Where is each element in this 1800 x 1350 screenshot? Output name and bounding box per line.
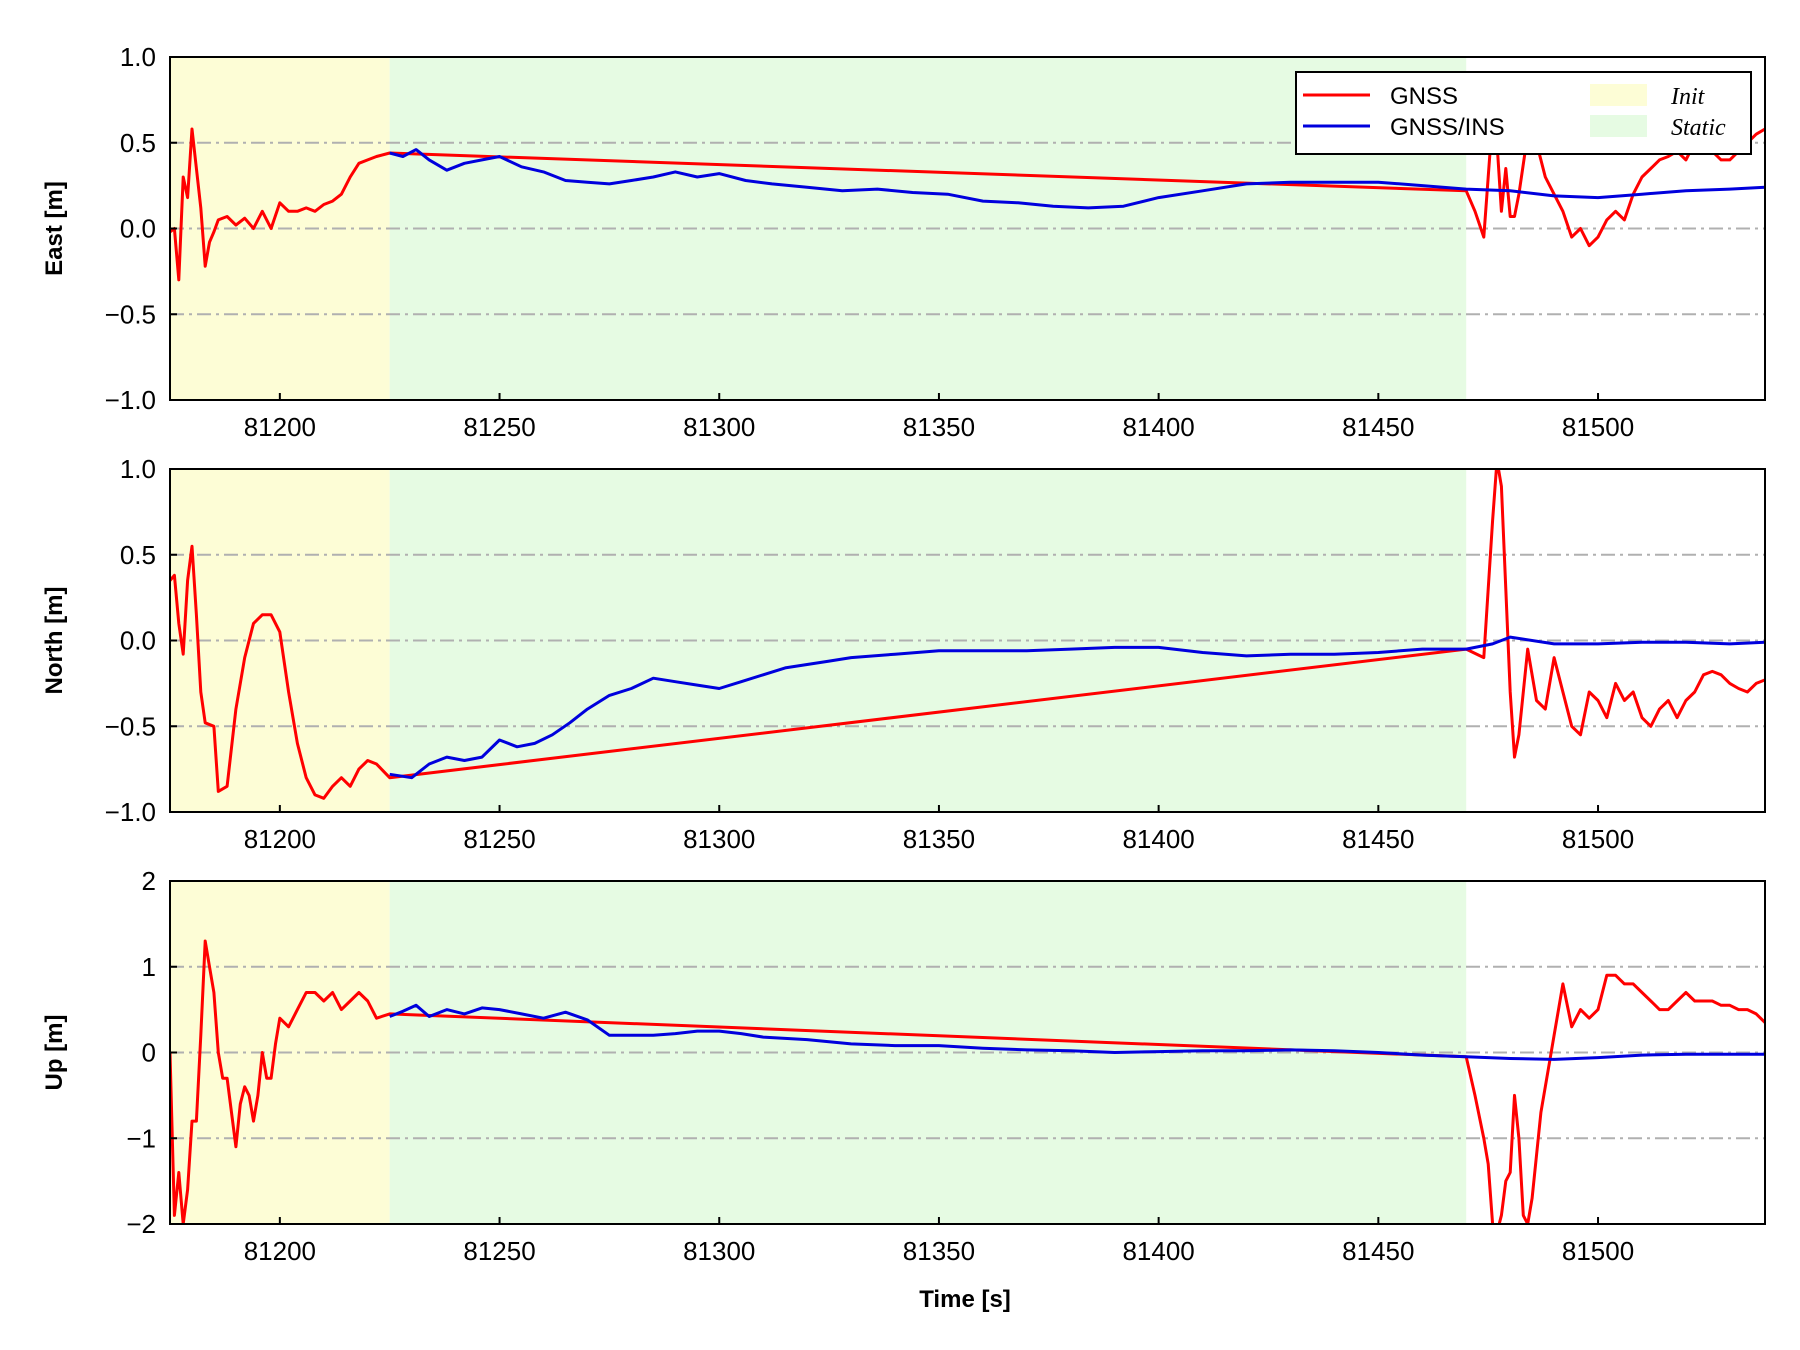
legend: GNSS GNSS/INS Init Static xyxy=(1295,71,1752,155)
y-tick-label: 1.0 xyxy=(120,42,156,72)
legend-label-init: Init xyxy=(1670,84,1706,110)
panel-3: −2 −1 0 1 2 81200 81250 81300 81350 81400 81450 815… xyxy=(41,866,1766,1266)
legend-swatch-init xyxy=(1590,84,1647,106)
series-group xyxy=(170,939,1765,1224)
y-tick-label: −1.0 xyxy=(105,797,156,827)
legend-label-gnss-ins: GNSS/INS xyxy=(1390,114,1505,141)
legend-swatch-static xyxy=(1590,115,1647,137)
x-tick-label: 81500 xyxy=(1562,824,1634,854)
y-tick-label: 0.5 xyxy=(120,128,156,158)
x-tick-label: 81250 xyxy=(463,824,535,854)
x-tick-label: 81450 xyxy=(1342,824,1414,854)
x-tick-label: 81250 xyxy=(463,1236,535,1266)
y-tick-label: −0.5 xyxy=(105,299,156,329)
panel-2: −1.0 −0.5 0.0 0.5 1.0 81200 81250 81300 81350 814… xyxy=(41,454,1766,854)
x-tick-label: 81200 xyxy=(244,1236,316,1266)
x-tick-label: 81350 xyxy=(903,412,975,442)
y-tick-label: 2 xyxy=(142,866,156,896)
x-tick-label: 81250 xyxy=(463,412,535,442)
x-tick-label: 81200 xyxy=(244,412,316,442)
legend-box xyxy=(1295,71,1752,155)
y-tick-label: −0.5 xyxy=(105,711,156,741)
x-tick-label: 81450 xyxy=(1342,1236,1414,1266)
series-line-gnss xyxy=(170,939,1765,1224)
panels: −1.0 −0.5 0.0 0.5 1.0 81200 81250 81300 81350 814… xyxy=(41,42,1766,1266)
y-tick-label: 1 xyxy=(142,952,156,982)
series-line-gnss-ins xyxy=(389,635,1765,780)
x-tick-label: 81400 xyxy=(1122,412,1194,442)
x-tick-label: 81500 xyxy=(1562,1236,1634,1266)
x-tick-label: 81300 xyxy=(683,824,755,854)
series-line-gnss-ins xyxy=(389,148,1765,210)
y-tick-label: −1 xyxy=(126,1123,156,1153)
panel-1: −1.0 −0.5 0.0 0.5 1.0 81200 81250 81300 81350 814… xyxy=(41,42,1766,442)
y-axis-label: Up [m] xyxy=(41,1015,68,1091)
y-tick-label: 0.0 xyxy=(120,214,156,244)
y-tick-label: −2 xyxy=(126,1209,156,1239)
y-tick-label: 0.0 xyxy=(120,626,156,656)
series-line-gnss-ins xyxy=(389,1003,1765,1061)
x-axis-label: Time [s] xyxy=(919,1286,1011,1313)
x-tick-label: 81400 xyxy=(1122,1236,1194,1266)
x-tick-label: 81350 xyxy=(903,824,975,854)
x-tick-label: 81500 xyxy=(1562,412,1634,442)
x-tick-label: 81350 xyxy=(903,1236,975,1266)
legend-label-static: Static xyxy=(1671,115,1726,141)
legend-label-gnss: GNSS xyxy=(1390,83,1458,110)
y-tick-label: −1.0 xyxy=(105,385,156,415)
y-axis-label: East [m] xyxy=(41,181,68,276)
series-line-gnss xyxy=(170,469,1765,800)
y-axis-label: North [m] xyxy=(41,587,68,695)
x-tick-label: 81200 xyxy=(244,824,316,854)
x-tick-label: 81300 xyxy=(683,1236,755,1266)
x-tick-label: 81400 xyxy=(1122,824,1194,854)
y-tick-label: 0 xyxy=(142,1038,156,1068)
x-tick-label: 81300 xyxy=(683,412,755,442)
x-tick-label: 81450 xyxy=(1342,412,1414,442)
y-tick-label: 1.0 xyxy=(120,454,156,484)
y-tick-label: 0.5 xyxy=(120,540,156,570)
series-group xyxy=(170,469,1765,800)
